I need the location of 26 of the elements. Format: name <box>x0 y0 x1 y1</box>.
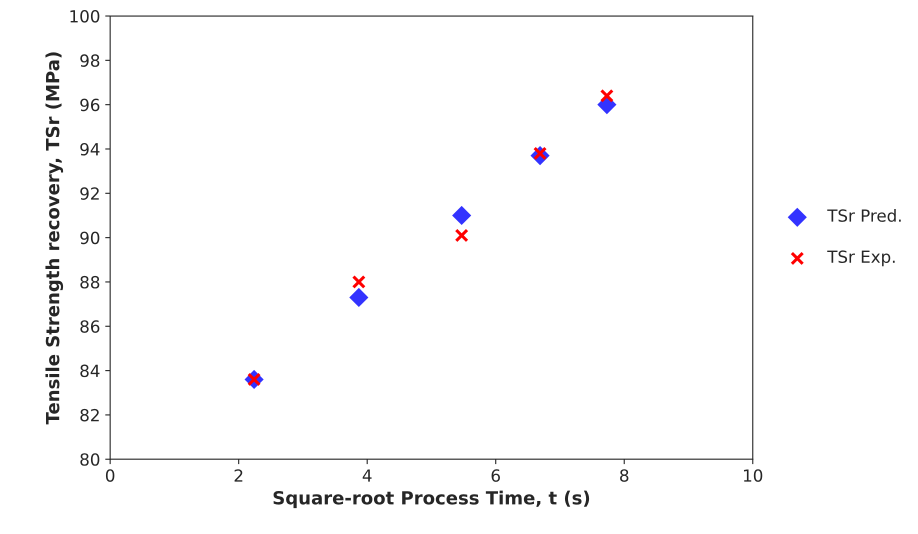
x-tick-label: 6 <box>492 469 500 482</box>
y-tick-label: 98 <box>80 54 100 67</box>
y-tick-label: 80 <box>80 453 100 466</box>
legend-label: TSr Exp. <box>827 250 895 266</box>
y-tick-label: 94 <box>80 142 100 156</box>
point <box>452 206 472 226</box>
point <box>352 275 366 289</box>
y-axis-title: Tensile Strength recovery, TSr (MPa) <box>45 52 64 424</box>
y-tick-label: 96 <box>80 98 100 112</box>
x-tick-label: 2 <box>234 469 242 482</box>
y-tick-label: 86 <box>80 320 100 333</box>
point <box>349 288 368 308</box>
point <box>600 88 614 103</box>
y-tick-label: 82 <box>80 408 99 422</box>
y-tick-label: 88 <box>80 276 100 289</box>
point <box>454 228 469 242</box>
x-tick-label: 0 <box>106 469 114 482</box>
x-tick-label: 4 <box>362 469 372 482</box>
x-tick-label: 8 <box>620 469 628 482</box>
legend-label: TSr Pred. <box>827 209 901 222</box>
y-tick-label: 90 <box>80 232 100 244</box>
y-tick-label: 84 <box>80 364 100 378</box>
y-tick-label: 100 <box>70 10 100 23</box>
x-axis-title: Square-root Process Time, t (s) <box>274 490 590 508</box>
x-tick-label: 10 <box>744 469 762 482</box>
y-tick-label: 92 <box>80 187 99 200</box>
